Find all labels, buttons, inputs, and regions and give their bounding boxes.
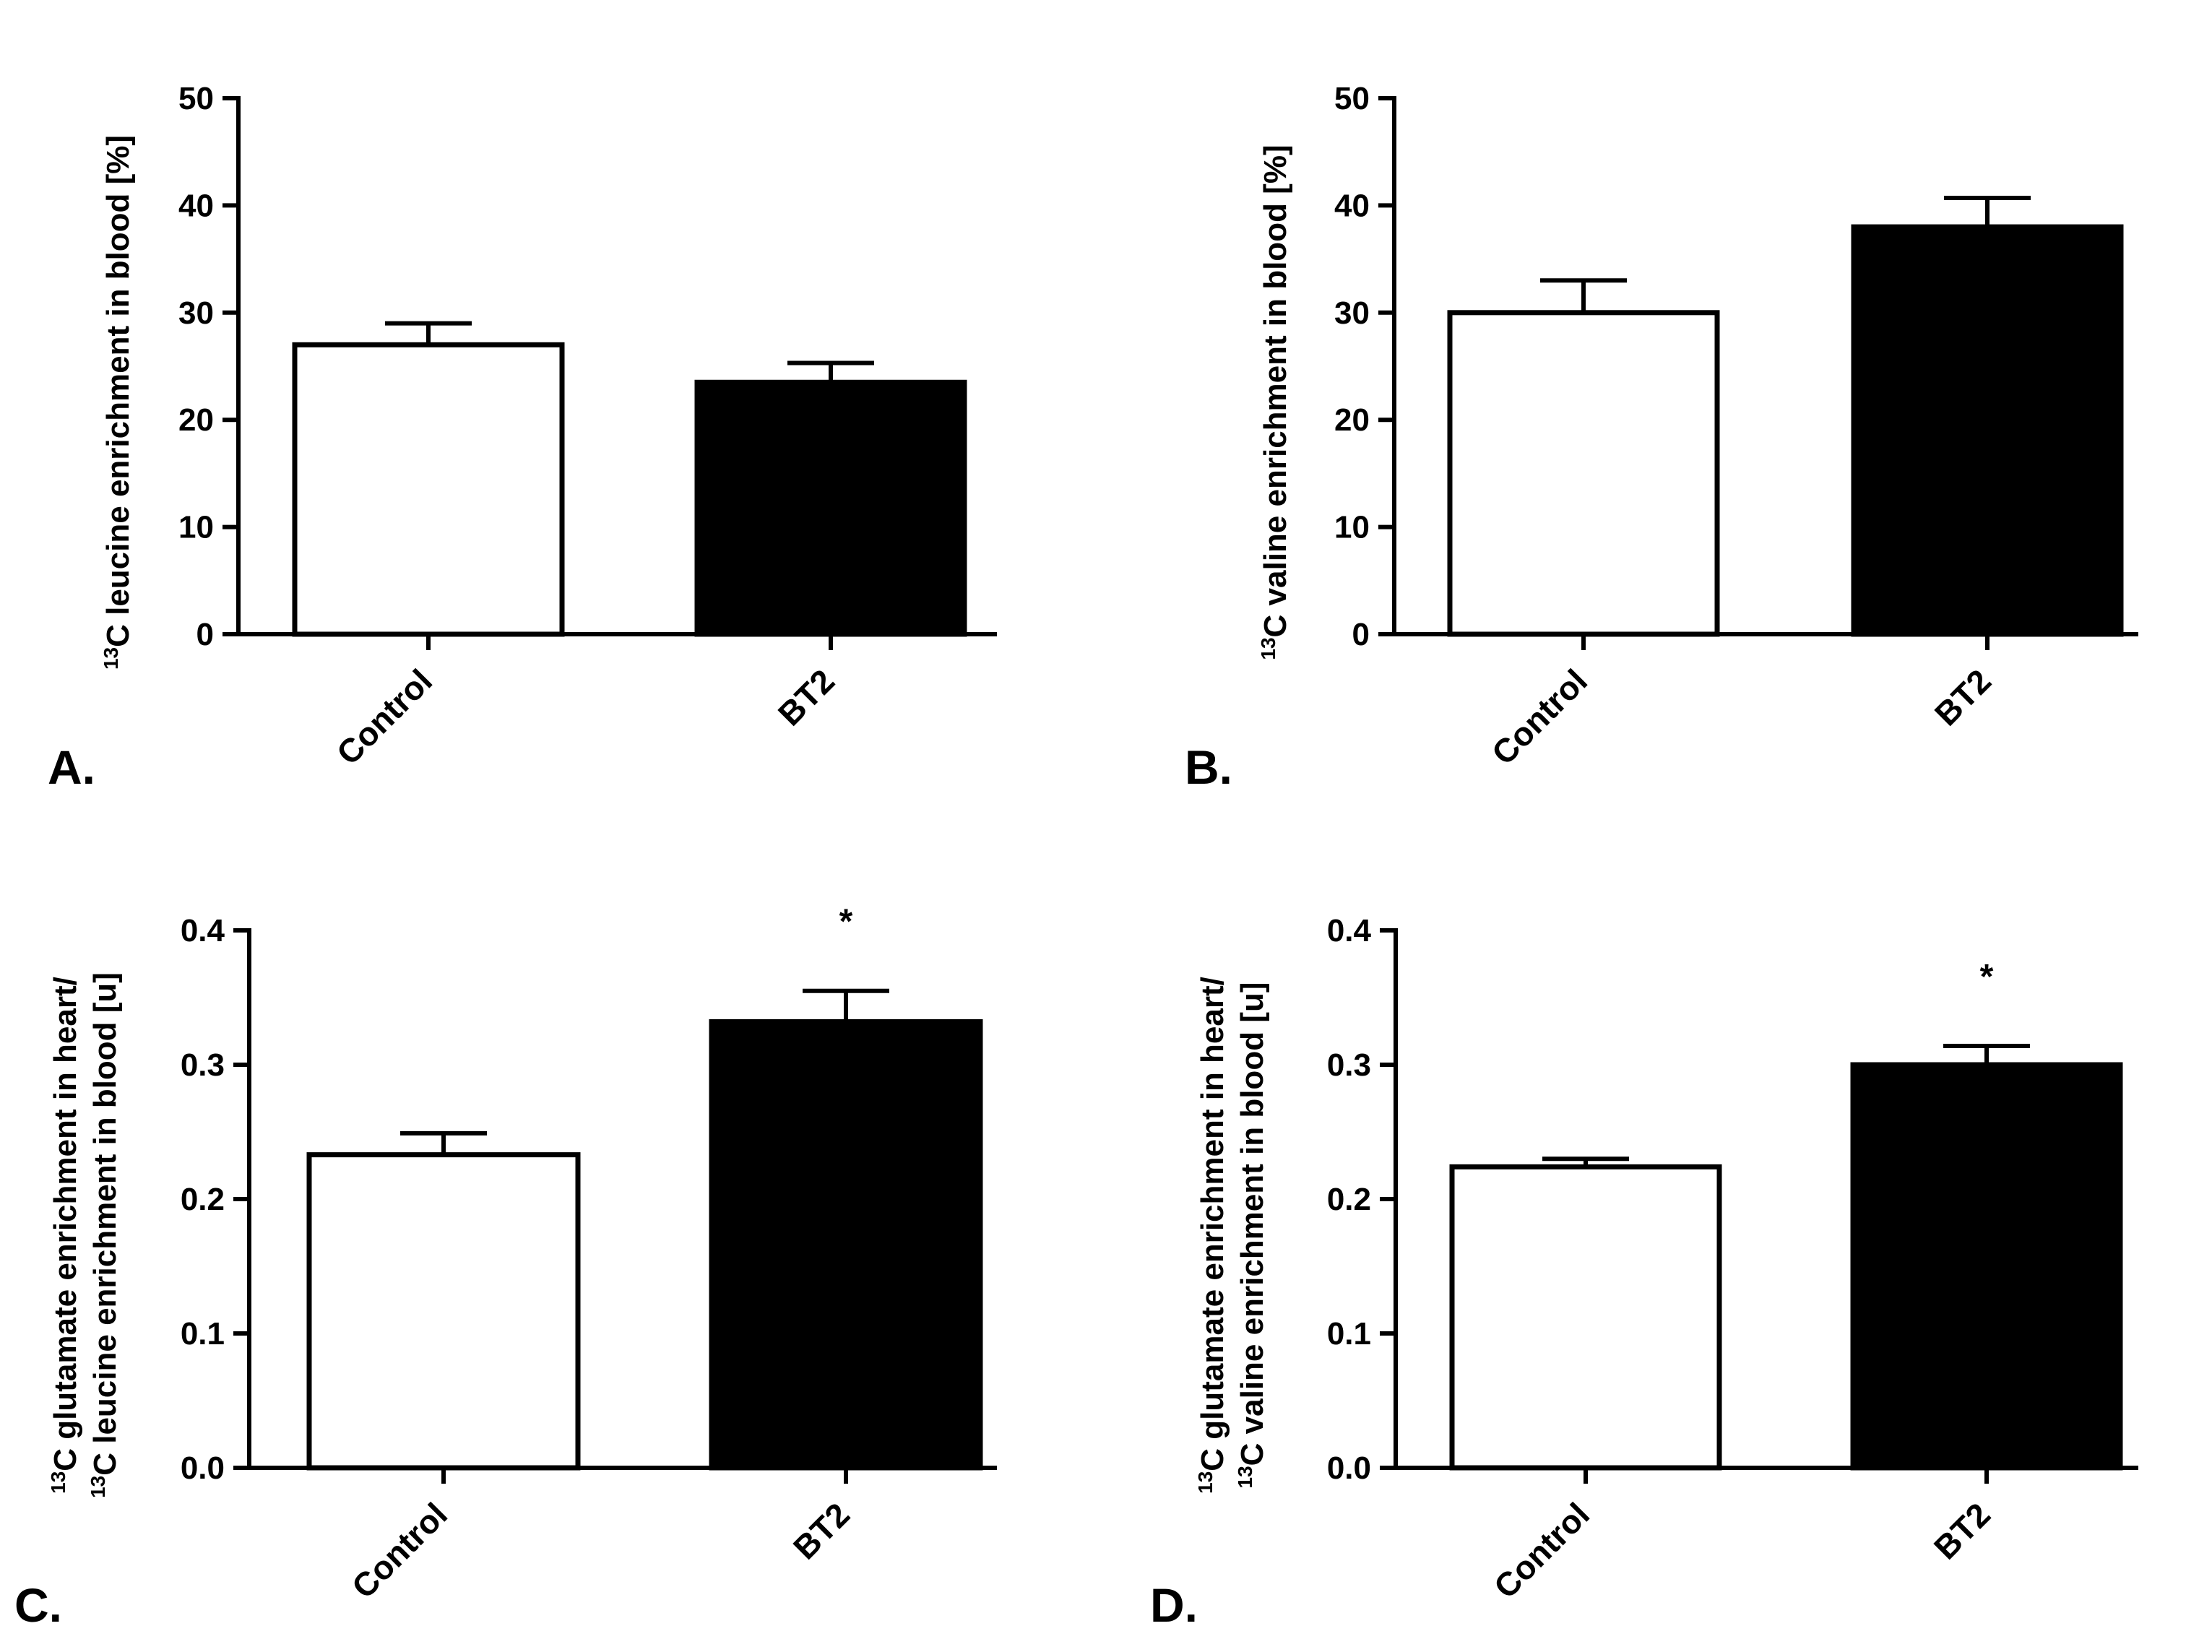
y-tick-label: 50 [1334,81,1370,116]
category-label: Control [329,662,439,771]
panel-letter: C. [14,1578,62,1632]
y-axis-label-text: C valine enrichment in blood [u] [1235,982,1270,1466]
y-tick-label: 10 [178,510,214,545]
y-tick-label: 0.4 [1327,913,1372,948]
y-tick-label: 0.1 [181,1316,225,1352]
panel-letter: B. [1185,740,1232,794]
y-axis-label: 13C leucine enrichment in blood [u] [87,972,124,1498]
y-axis-label-superscript: 13 [100,647,122,670]
y-tick-label: 0.4 [181,913,225,948]
y-tick-label: 0 [1352,617,1370,652]
y-tick-label: 20 [1334,402,1370,438]
panel-d: Control BT2 * 0.0 0.1 0.2 0.3 0.4 13C glutamate … [1150,913,2138,1632]
y-axis-label-superscript: 13 [87,1476,109,1498]
y-axis-label: 13C valine enrichment in blood [u] [1234,982,1271,1489]
y-axis-label-text: C leucine enrichment in blood [%] [100,135,136,647]
bar-bt2 [709,1019,983,1471]
category-label: Control [1487,1495,1597,1605]
category-label: BT2 [786,1495,857,1566]
y-tick-label: 20 [178,402,214,438]
y-axis-label-superscript: 13 [1234,1466,1256,1488]
y-tick-label: 0.1 [1327,1316,1371,1352]
y-axis-label-text: C leucine enrichment in blood [u] [87,972,123,1476]
y-tick-label: 0.0 [1327,1450,1371,1486]
y-axis-label-text: C valine enrichment in blood [%] [1258,144,1293,637]
y-tick-label: 50 [178,81,214,116]
bar-control [306,1152,581,1471]
category-label: Control [1485,662,1594,771]
bar-control [1449,1164,1722,1471]
category-label: BT2 [1927,662,1998,732]
y-tick-label: 10 [1334,510,1370,545]
y-tick-label: 0.3 [1327,1047,1371,1083]
significance-marker: * [839,903,853,941]
y-tick-label: 0.3 [181,1047,225,1083]
panel-b: Control BT2 0 10 20 30 40 50 13C valine enrichme… [1185,81,2138,794]
y-tick-label: 30 [1334,295,1370,331]
bar-control [1447,310,1720,637]
y-axis-label-text: C glutamate enrichment in heart/ [48,977,83,1471]
y-tick-label: 30 [178,295,214,331]
y-tick-label: 0.2 [181,1182,225,1217]
category-label: BT2 [1927,1495,1997,1566]
category-label: BT2 [771,662,842,732]
bar-bt2 [694,379,967,637]
y-tick-label: 0.0 [181,1450,225,1486]
panel-letter: D. [1150,1578,1198,1632]
y-axis-label-superscript: 13 [47,1471,69,1494]
panel-a: Control BT2 0 10 20 30 40 50 13C leucine enrichm… [48,81,997,794]
y-axis-label-superscript: 13 [1194,1471,1217,1494]
bar-bt2 [1850,1062,2123,1471]
bar-control [292,342,565,637]
y-tick-label: 40 [178,188,214,223]
y-axis-label-superscript: 13 [1257,637,1279,659]
y-axis-label: 13C glutamate enrichment in heart/ [1194,977,1231,1494]
y-axis-label: 13C leucine enrichment in blood [%] [100,135,137,670]
y-axis-label: 13C glutamate enrichment in heart/ [47,977,84,1494]
y-tick-label: 40 [1334,188,1370,223]
panel-letter: A. [48,740,95,794]
significance-marker: * [1980,958,1994,996]
y-axis-label: 13C valine enrichment in blood [%] [1257,144,1294,659]
panel-c: Control BT2 * 0.0 0.1 0.2 0.3 0.4 13C glutamate … [14,903,997,1632]
bar-bt2 [1851,224,2124,637]
y-axis-label-text: C glutamate enrichment in heart/ [1195,977,1230,1471]
category-label: Control [345,1495,454,1605]
y-tick-label: 0.2 [1327,1182,1371,1217]
y-tick-label: 0 [196,617,214,652]
